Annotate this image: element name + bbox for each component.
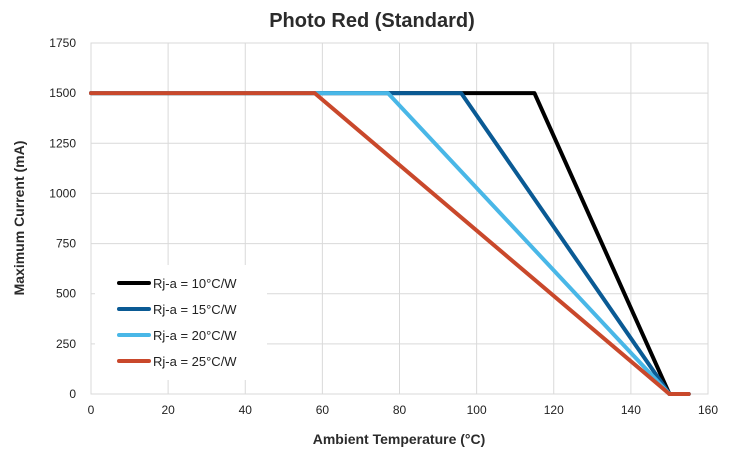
y-tick-label: 1750 xyxy=(49,36,76,50)
x-axis-label: Ambient Temperature (°C) xyxy=(313,431,486,447)
x-tick-label: 0 xyxy=(88,403,95,417)
y-tick-label: 1500 xyxy=(49,86,76,100)
y-tick-label: 750 xyxy=(56,237,76,251)
legend-label-2: Rj-a = 15°C/W xyxy=(153,302,237,317)
x-tick-label: 100 xyxy=(467,403,487,417)
y-tick-label: 250 xyxy=(56,337,76,351)
axis-layer: 0 20 40 60 80 100 120 140 160 0 250 500 750 1000 1250 1… xyxy=(49,36,718,417)
y-tick-label: 1000 xyxy=(49,186,76,200)
legend-label-1: Rj-a = 10°C/W xyxy=(153,276,237,291)
y-tick-label: 0 xyxy=(69,387,76,401)
x-tick-label: 120 xyxy=(544,403,564,417)
x-tick-label: 160 xyxy=(698,403,718,417)
series-layer xyxy=(89,91,691,396)
plot-area-border xyxy=(90,42,709,395)
y-tick-label: 1250 xyxy=(49,136,76,150)
y-tick-label: 500 xyxy=(56,287,76,301)
x-tick-label: 80 xyxy=(393,403,407,417)
y-axis-label: Maximum Current (mA) xyxy=(11,141,27,296)
x-tick-label: 40 xyxy=(239,403,253,417)
x-tick-label: 140 xyxy=(621,403,641,417)
series-line-4 xyxy=(89,91,691,396)
legend-label-3: Rj-a = 20°C/W xyxy=(153,328,237,343)
x-tick-label: 20 xyxy=(161,403,175,417)
chart-title: Photo Red (Standard) xyxy=(269,10,475,32)
legend: Rj-a = 10°C/W Rj-a = 15°C/W Rj-a = 20°C/W R… xyxy=(95,265,267,380)
legend-label-4: Rj-a = 25°C/W xyxy=(153,354,237,369)
x-tick-label: 60 xyxy=(316,403,330,417)
